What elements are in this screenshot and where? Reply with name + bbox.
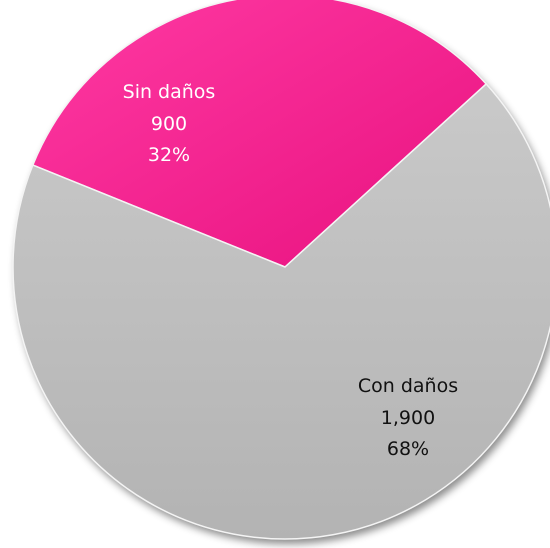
slice-label-percent: 32% bbox=[148, 144, 190, 166]
pie-slice-sin-danos bbox=[31, 0, 488, 268]
slice-label-con-danos: Con daños 1,900 68% bbox=[358, 375, 458, 460]
slice-label-percent: 68% bbox=[387, 438, 429, 460]
slice-label-sin-danos: Sin daños 900 32% bbox=[123, 81, 216, 166]
slice-label-value: 1,900 bbox=[381, 407, 435, 429]
slice-label-name: Sin daños bbox=[123, 81, 216, 103]
pie-slices bbox=[12, 0, 550, 540]
slice-label-name: Con daños bbox=[358, 375, 458, 397]
slice-label-value: 900 bbox=[151, 113, 187, 135]
pie-slice-con-danos bbox=[12, 82, 550, 540]
